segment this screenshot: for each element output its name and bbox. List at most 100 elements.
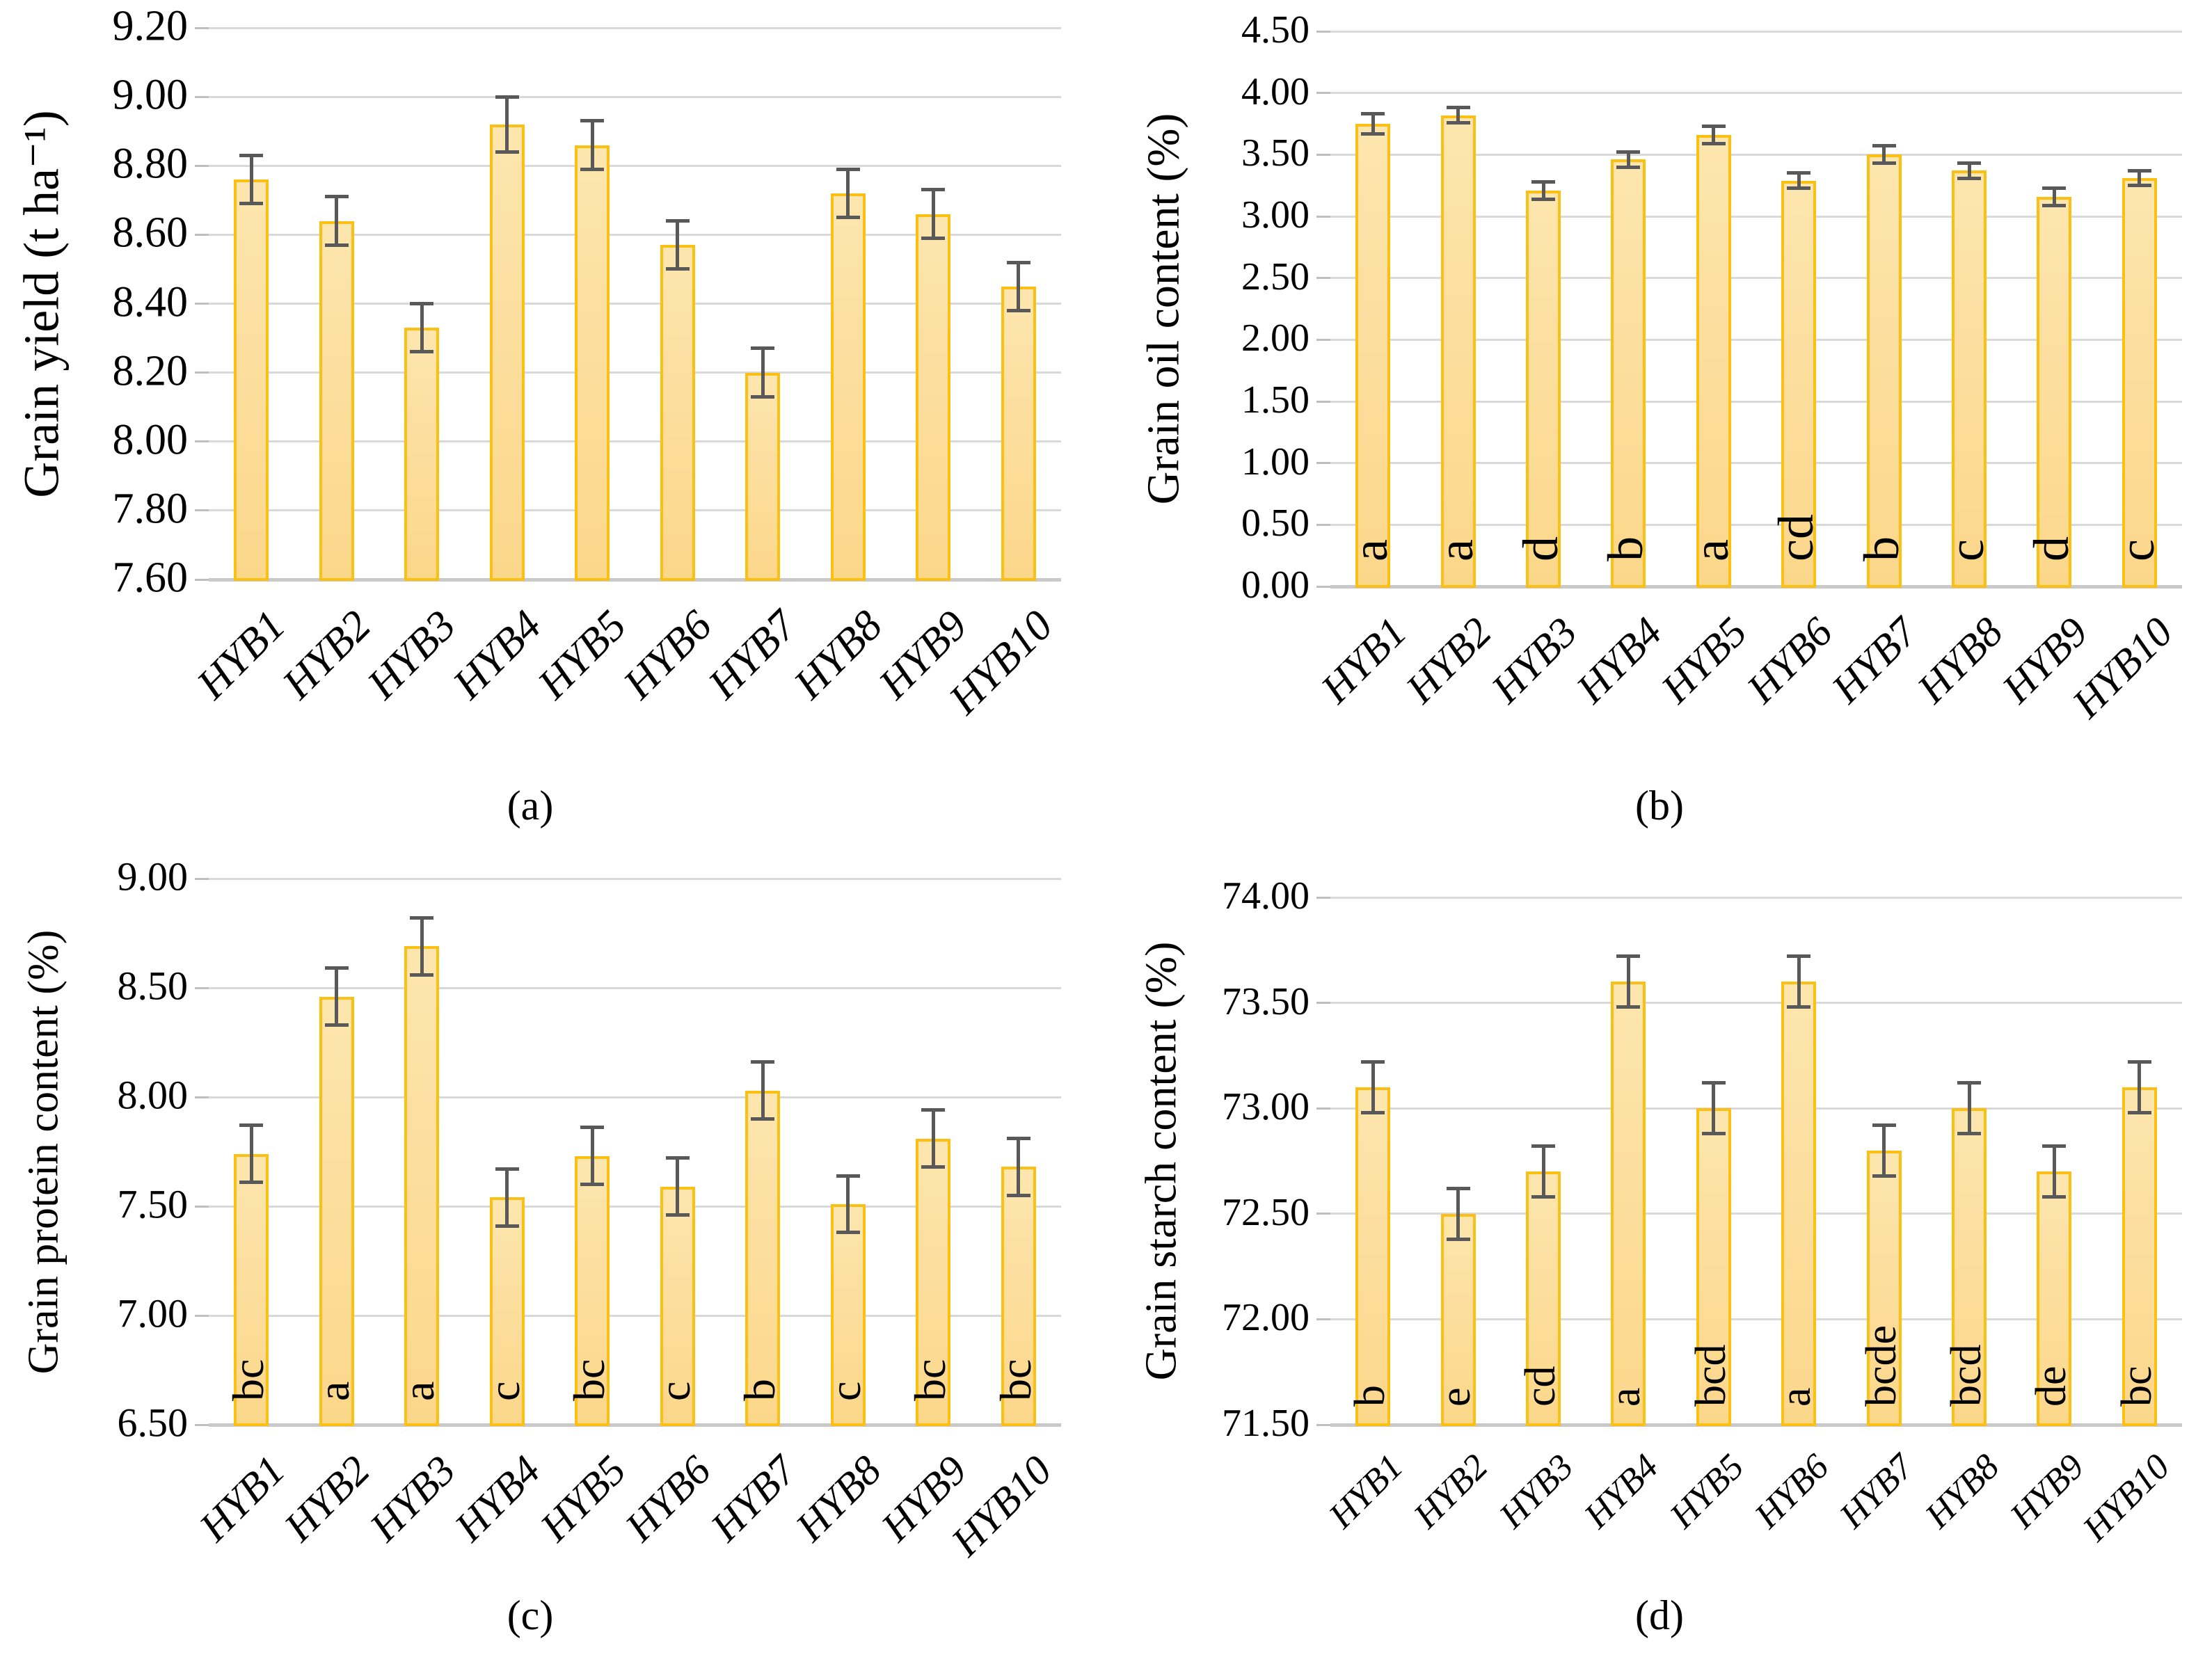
y-axis-tick-label: 7.80 [112, 485, 189, 533]
error-bar-cap-bottom [495, 150, 519, 154]
y-axis-tick-label: 74.00 [1222, 874, 1310, 918]
bar-hyb1 [1355, 124, 1391, 588]
bar-hyb1 [234, 179, 269, 581]
gridline [209, 1314, 1061, 1317]
significance-letter: bc [564, 1359, 614, 1401]
error-bar-cap-bottom [410, 973, 434, 977]
error-bar-cap-top [1872, 1123, 1896, 1127]
error-bar-cap-bottom [1006, 308, 1030, 312]
y-axis-title-container: Grain oil content (%) [711, 0, 1616, 761]
gridline [209, 440, 1061, 443]
error-bar-cap-top [1446, 106, 1470, 110]
x-category-label: HYB3 [1482, 608, 1586, 712]
bar-hyb9 [916, 214, 951, 581]
error-bar-cap-bottom [2127, 1110, 2151, 1114]
error-bar-line [335, 196, 339, 246]
gridline [1330, 92, 2182, 95]
significance-letter: cd [1768, 514, 1824, 561]
error-bar-cap-bottom [1957, 1132, 1981, 1136]
error-bar-cap-bottom [665, 267, 690, 271]
error-bar-line [1967, 1082, 1971, 1134]
x-category-label: HYB8 [1908, 608, 2012, 712]
y-axis-tick-label: 7.50 [117, 1181, 189, 1227]
x-axis-baseline [1330, 1423, 2182, 1427]
gridline [1330, 153, 2182, 156]
x-category-label: HYB5 [1662, 1446, 1751, 1537]
bar-hyb8 [1952, 170, 1987, 588]
bar-hyb8 [830, 193, 866, 581]
y-axis-tick-mark [195, 26, 209, 29]
significance-letter: a [1602, 1387, 1650, 1407]
y-axis-tick-mark [1316, 1002, 1330, 1005]
error-bar-line [931, 189, 935, 239]
x-category-label: HYB6 [614, 601, 721, 708]
x-category-label: HYB8 [784, 601, 891, 708]
significance-letter: bcde [1857, 1325, 1905, 1407]
panel-letter-label: (a) [507, 783, 554, 829]
error-bar-cap-top [1787, 171, 1811, 175]
significance-letter: bcd [1943, 1344, 1990, 1407]
gridline [209, 1096, 1061, 1098]
bar-hyb1 [234, 1153, 269, 1426]
error-bar-line [1797, 173, 1801, 189]
error-bar-cap-top [751, 1060, 775, 1064]
bar-hyb2 [319, 221, 354, 581]
error-bar-cap-bottom [921, 236, 946, 240]
gridline [209, 509, 1061, 512]
gridline [1330, 523, 2182, 526]
error-bar-cap-top [1361, 112, 1385, 116]
y-axis-tick-mark [1316, 896, 1330, 899]
significance-letter: b [735, 1379, 785, 1401]
significance-letter: cd [1517, 1366, 1564, 1407]
y-axis-tick-label: 3.00 [1241, 193, 1310, 237]
x-category-label: HYB3 [358, 601, 465, 708]
significance-letter: b [1598, 536, 1654, 561]
x-category-label: HYB7 [1823, 608, 1927, 712]
error-bar-cap-bottom [1701, 1132, 1726, 1136]
y-axis-tick-label: 0.00 [1241, 563, 1310, 607]
x-axis-baseline [209, 577, 1061, 582]
error-bar-line [761, 348, 765, 397]
error-bar-cap-bottom [324, 243, 349, 247]
significance-letter: d [2023, 536, 2080, 561]
error-bar-cap-top [921, 188, 946, 192]
error-bar-line [676, 221, 680, 269]
y-axis-title-container: Grain yield (t ha⁻¹) [0, 0, 494, 756]
significance-letter: c [649, 1381, 699, 1401]
error-bar-line [1626, 152, 1630, 168]
error-bar-cap-bottom [836, 216, 860, 220]
y-axis-tick-label: 8.40 [112, 278, 189, 326]
error-bar-cap-bottom [751, 394, 775, 399]
y-axis-tick-label: 1.00 [1241, 440, 1310, 483]
bar-hyb9 [2037, 1171, 2072, 1426]
error-bar-cap-top [836, 1174, 860, 1178]
error-bar-line [1371, 113, 1375, 134]
gridline [209, 371, 1061, 374]
bar-hyb2 [1440, 1213, 1476, 1426]
error-bar-line [249, 155, 253, 204]
y-axis-tick-mark [1316, 1318, 1330, 1320]
gridline [1330, 896, 2182, 899]
y-axis-tick-mark [195, 1205, 209, 1208]
error-bar-cap-top [495, 95, 519, 99]
significance-letter: a [1342, 539, 1399, 561]
error-bar-cap-bottom [1616, 1005, 1641, 1009]
panel-letter-label: (d) [1635, 1592, 1684, 1638]
error-bar-line [676, 1158, 680, 1215]
gridline [1330, 338, 2182, 341]
y-axis-tick-mark [195, 1096, 209, 1098]
error-bar-line [2138, 1062, 2142, 1113]
error-bar-cap-bottom [921, 1165, 946, 1169]
bar-hyb1 [1355, 1087, 1391, 1426]
error-bar-line [1626, 956, 1630, 1007]
bar-hyb5 [1696, 134, 1731, 588]
gridline [209, 233, 1061, 236]
y-axis-title: Grain yield (t ha⁻¹) [14, 109, 70, 498]
gridline [209, 1205, 1061, 1208]
error-bar-cap-top [324, 966, 349, 970]
significance-letter: e [1431, 1387, 1479, 1407]
x-category-label: HYB2 [1397, 608, 1501, 712]
